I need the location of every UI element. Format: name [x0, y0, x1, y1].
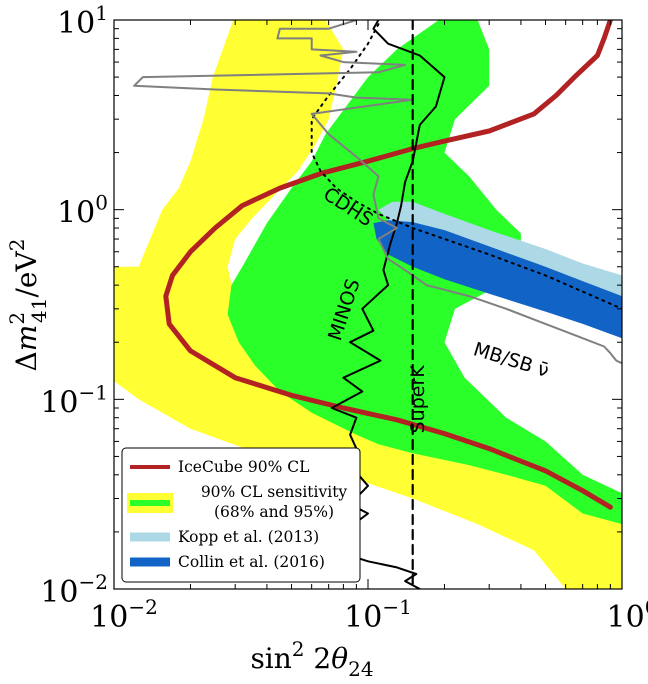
y-tick-label: 100	[57, 191, 108, 231]
kopp-2013-region	[378, 201, 622, 297]
legend-kopp-label: Kopp et al. (2013)	[178, 528, 319, 546]
legend-box	[121, 447, 361, 583]
x-tick-label: 10−1	[344, 595, 412, 635]
legend-sensitivity-label: 90% CL sensitivity	[201, 483, 348, 501]
y-tick-label: 10−2	[40, 570, 108, 610]
svg-text:sin2 2θ24: sin2 2θ24	[250, 637, 373, 681]
y-tick-label: 10−1	[40, 380, 108, 420]
y-tick-label: 101	[57, 1, 108, 41]
cdhs-curve	[310, 23, 622, 310]
legend-sensitivity-sublabel: (68% and 95%)	[214, 503, 334, 521]
sensitivity-68-region	[227, 20, 622, 525]
mb-sb-curve	[133, 20, 622, 365]
x-axis-title: sin2 2θ24	[250, 637, 373, 681]
legend-icecube-label: IceCube 90% CL	[178, 458, 309, 476]
x-tick-label: 100	[607, 595, 648, 635]
x-tick-label: 10−2	[90, 595, 158, 635]
plot-frame	[113, 19, 623, 590]
superk-label: SuperK	[407, 365, 429, 434]
collin-2016-region	[373, 220, 622, 339]
legend-collin-label: Collin et al. (2016)	[178, 553, 325, 571]
y-axis-title: Δm241/eV2	[5, 239, 51, 372]
legend: IceCube 90% CL 90% CL sensitivity (68% a…	[121, 447, 361, 583]
svg-text:Δm241/eV2: Δm241/eV2	[5, 239, 51, 372]
icecube-90cl-curve	[163, 20, 613, 510]
